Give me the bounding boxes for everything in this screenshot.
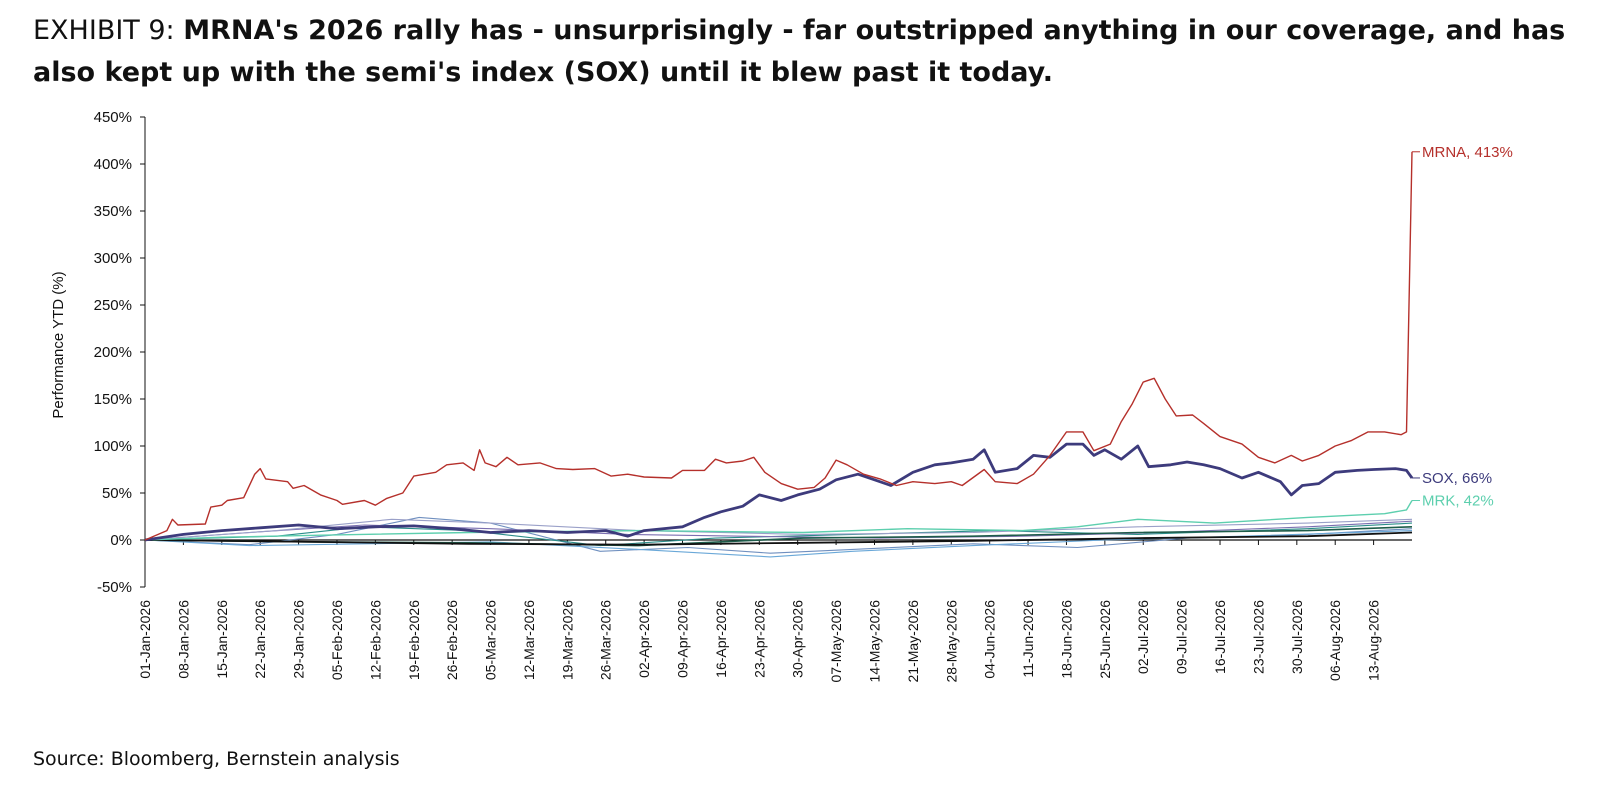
chart-title: EXHIBIT 9: MRNA's 2026 rally has - unsur… [33,10,1593,94]
y-axis: -50% 0% 50% 100% 150% 200% 250% 300% 350% 400% 450… [94,109,146,596]
series-line-mrna [144,151,1413,541]
line-chart: -50% 0% 50% 100% 150% 200% 250% 300% 350% 400% 450… [50,109,1513,683]
x-tick-label: 28-May-2026 [943,600,959,683]
x-tick-label: 12-Mar-2026 [521,600,537,680]
y-tick-label: 300% [94,250,132,267]
y-tick-label: 400% [94,156,132,173]
y-tick-label: 150% [94,391,132,408]
series-end-labels: MRK, 42% SOX, 66% MRNA, 413% [1412,144,1513,510]
series-line-sox [144,442,1414,542]
y-tick-label: 50% [102,485,132,502]
series-line-mrk [144,500,1413,541]
x-tick-label: 16-Jul-2026 [1212,600,1228,674]
x-tick-label: 21-May-2026 [905,600,921,683]
x-tick-label: 26-Feb-2026 [444,600,460,680]
x-tick-label: 29-Jan-2026 [291,600,307,679]
x-tick-label: 22-Jan-2026 [252,600,268,679]
x-tick-label: 23-Jul-2026 [1250,600,1266,674]
y-axis-label: Performance YTD (%) [50,271,67,418]
series-lines [144,151,1414,558]
x-tick-label: 04-Jun-2026 [982,600,998,679]
end-label-sox: SOX, 66% [1422,470,1492,487]
x-tick-label: 09-Jul-2026 [1174,600,1190,674]
x-tick-label: 08-Jan-2026 [175,600,191,679]
x-tick-label: 05-Feb-2026 [329,600,345,680]
series-line-coverage [144,518,1413,541]
x-tick-label: 30-Apr-2026 [790,600,806,678]
end-label-mrna: MRNA, 413% [1422,144,1513,161]
y-tick-label: 350% [94,203,132,220]
series-line-coverage [144,516,1413,554]
x-tick-label: 07-May-2026 [828,600,844,683]
x-tick-label: 19-Feb-2026 [406,600,422,680]
exhibit-label: EXHIBIT 9: [33,15,184,46]
x-tick-label: 15-Jan-2026 [214,600,230,679]
x-tick-label: 09-Apr-2026 [675,600,691,678]
x-tick-label: 26-Mar-2026 [598,600,614,680]
x-tick-label: 05-Mar-2026 [483,600,499,680]
end-label-mrk: MRK, 42% [1422,493,1494,510]
y-tick-label: 100% [94,438,132,455]
x-tick-label: 01-Jan-2026 [137,600,153,679]
x-axis: 01-Jan-2026 08-Jan-2026 15-Jan-2026 22-Jan-… [137,539,1412,683]
y-tick-label: 0% [110,532,132,549]
y-tick-label: 200% [94,344,132,361]
x-tick-label: 14-May-2026 [866,600,882,683]
series-line-coverage [144,531,1413,546]
x-tick-label: 23-Apr-2026 [751,600,767,678]
y-tick-label: 250% [94,297,132,314]
x-tick-label: 16-Apr-2026 [713,600,729,678]
x-tick-label: 02-Apr-2026 [636,600,652,678]
x-tick-label: 30-Jul-2026 [1289,600,1305,674]
x-tick-label: 12-Feb-2026 [367,600,383,680]
source-note: Source: Bloomberg, Bernstein analysis [33,748,400,770]
x-tick-label: 06-Aug-2026 [1327,600,1343,681]
x-tick-label: 19-Mar-2026 [559,600,575,680]
x-tick-label: 11-Jun-2026 [1020,600,1036,678]
headline: MRNA's 2026 rally has - unsurprisingly -… [33,15,1566,88]
x-tick-label: 18-Jun-2026 [1058,600,1074,679]
y-tick-label: -50% [97,579,132,596]
y-tick-label: 450% [94,109,132,126]
x-tick-label: 25-Jun-2026 [1097,600,1113,679]
x-tick-label: 13-Aug-2026 [1366,600,1382,681]
x-tick-label: 02-Jul-2026 [1135,600,1151,674]
